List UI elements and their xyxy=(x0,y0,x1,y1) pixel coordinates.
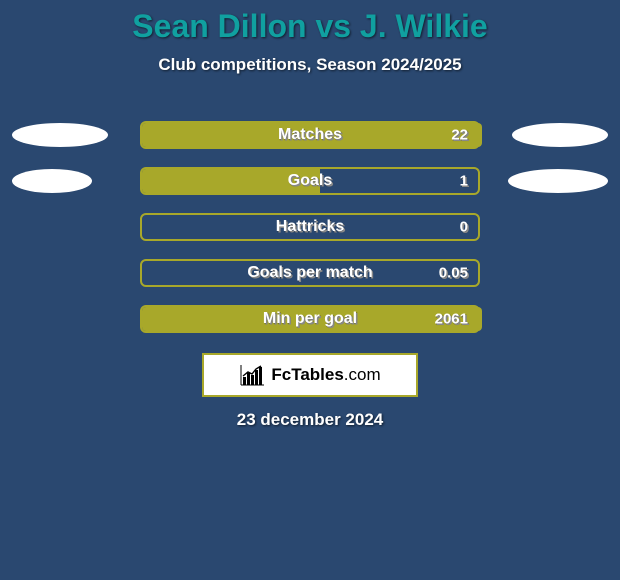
logo-text: FcTables.com xyxy=(271,365,380,385)
stat-value: 0 xyxy=(460,219,468,236)
stat-row: Goals per match 0.05 xyxy=(0,250,620,296)
left-ellipse xyxy=(12,123,108,147)
page-title: Sean Dillon vs J. Wilkie xyxy=(0,0,620,45)
stat-label: Hattricks xyxy=(276,218,344,236)
stat-row: Goals 1 xyxy=(0,158,620,204)
stat-label: Matches xyxy=(278,126,342,144)
stat-value: 22 xyxy=(451,127,468,144)
comparison-chart: Matches 22 Goals 1 Hattricks 0 Goals per match… xyxy=(0,112,620,342)
stat-value: 2061 xyxy=(435,311,468,328)
date-text: 23 december 2024 xyxy=(0,410,620,430)
left-ellipse xyxy=(12,169,92,193)
stats-comparison-card: Sean Dillon vs J. Wilkie Club competitio… xyxy=(0,0,620,580)
logo-domain: .com xyxy=(344,365,381,384)
stat-bar-track: Matches 22 xyxy=(140,121,480,149)
stat-value: 0.05 xyxy=(439,265,468,282)
stat-bar-track: Goals per match 0.05 xyxy=(140,259,480,287)
stat-bar-track: Hattricks 0 xyxy=(140,213,480,241)
stat-label: Goals per match xyxy=(247,264,372,282)
bar-chart-icon xyxy=(239,363,265,387)
stat-row: Hattricks 0 xyxy=(0,204,620,250)
stat-value: 1 xyxy=(460,173,468,190)
logo-box[interactable]: FcTables.com xyxy=(202,353,418,397)
right-ellipse xyxy=(512,123,608,147)
subtitle: Club competitions, Season 2024/2025 xyxy=(0,55,620,75)
stat-row: Matches 22 xyxy=(0,112,620,158)
logo-main: FcTables xyxy=(271,365,343,384)
stat-label: Min per goal xyxy=(263,310,357,328)
right-ellipse xyxy=(508,169,608,193)
stat-row: Min per goal 2061 xyxy=(0,296,620,342)
stat-label: Goals xyxy=(288,172,332,190)
stat-bar-track: Goals 1 xyxy=(140,167,480,195)
stat-bar-track: Min per goal 2061 xyxy=(140,305,480,333)
